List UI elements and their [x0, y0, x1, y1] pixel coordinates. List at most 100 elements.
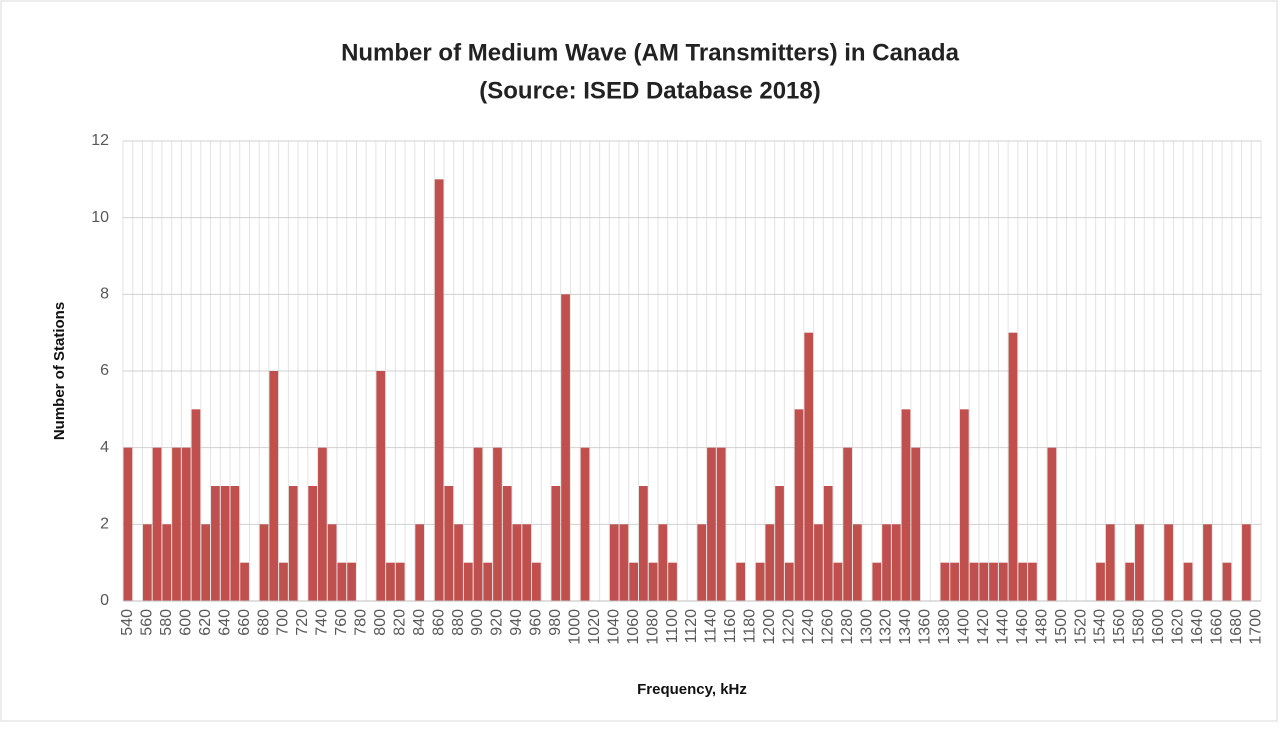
x-tick-label: 1500 — [1053, 609, 1070, 645]
bar — [969, 562, 979, 601]
bar — [1105, 524, 1115, 601]
bar — [911, 447, 921, 601]
bar — [823, 486, 833, 601]
bar — [434, 179, 444, 602]
bar — [386, 562, 395, 601]
bar — [882, 524, 891, 601]
bar — [950, 562, 959, 601]
x-tick-label: 1560 — [1111, 609, 1128, 645]
bar — [123, 447, 133, 601]
bar — [279, 562, 288, 601]
bar — [940, 562, 950, 601]
x-tick-label: 1460 — [1014, 609, 1031, 645]
bar — [658, 524, 668, 601]
x-tick-label: 700 — [275, 609, 292, 636]
bar — [220, 486, 230, 601]
x-tick-label: 1320 — [878, 609, 895, 645]
bar — [1018, 562, 1028, 601]
bar — [833, 562, 843, 601]
x-tick-label: 1160 — [722, 609, 739, 644]
y-tick-label: 4 — [100, 439, 109, 456]
bar — [201, 524, 211, 601]
bar — [493, 447, 502, 601]
x-tick-label: 1140 — [703, 609, 720, 644]
bar — [522, 524, 532, 601]
x-tick-label: 1120 — [683, 609, 700, 644]
x-tick-label: 1620 — [1170, 609, 1187, 645]
x-tick-label: 980 — [547, 609, 564, 636]
bar — [473, 447, 483, 601]
x-tick-label: 1640 — [1189, 609, 1206, 645]
x-tick-label: 1300 — [858, 609, 875, 645]
x-tick-label: 960 — [528, 609, 545, 636]
bar — [172, 447, 181, 601]
x-tick-label: 1220 — [780, 609, 797, 645]
x-tick-label: 1080 — [644, 609, 661, 645]
bar — [1047, 447, 1057, 601]
bar — [852, 524, 862, 601]
x-tick-label: 900 — [469, 609, 486, 636]
bar — [1096, 562, 1105, 601]
bar — [415, 524, 425, 601]
x-tick-label: 1680 — [1228, 609, 1245, 645]
bar — [551, 486, 561, 601]
bar — [152, 447, 162, 601]
x-tick-label: 560 — [139, 609, 156, 636]
y-tick-label: 6 — [100, 362, 109, 379]
bar — [463, 562, 473, 601]
y-tick-label: 12 — [91, 132, 109, 149]
bar — [230, 486, 240, 601]
x-tick-label: 760 — [333, 609, 350, 636]
x-tick-label: 1260 — [819, 609, 836, 645]
bar — [775, 486, 784, 601]
x-tick-label: 1540 — [1092, 609, 1109, 645]
bar — [532, 562, 541, 601]
x-tick-label: 1520 — [1072, 609, 1089, 645]
x-tick-label: 720 — [294, 609, 311, 636]
x-tick-label: 920 — [489, 609, 506, 636]
x-tick-label: 1280 — [839, 609, 856, 645]
bar — [395, 562, 405, 601]
x-tick-label: 680 — [255, 609, 272, 636]
x-tick-label: 1100 — [664, 609, 681, 644]
bar — [755, 562, 765, 601]
bar — [891, 524, 901, 601]
chart-subtitle: (Source: ISED Database 2018) — [479, 77, 820, 104]
bar — [814, 524, 823, 601]
bar — [959, 409, 969, 601]
x-tick-label: 1240 — [800, 609, 817, 645]
bar — [843, 447, 852, 601]
y-tick-label: 0 — [100, 592, 109, 609]
x-tick-label: 1380 — [936, 609, 953, 645]
x-tick-label: 1700 — [1247, 609, 1264, 645]
x-tick-label: 740 — [314, 609, 331, 636]
bar — [629, 562, 639, 601]
bar — [784, 562, 794, 601]
bar — [989, 562, 998, 601]
x-tick-label: 1360 — [917, 609, 934, 645]
bar — [211, 486, 220, 601]
x-tick-label: 820 — [391, 609, 408, 636]
bar — [240, 562, 249, 601]
bar — [561, 294, 570, 601]
x-tick-label: 580 — [158, 609, 175, 636]
bar — [1242, 524, 1251, 601]
bar — [337, 562, 347, 601]
bar — [1203, 524, 1212, 601]
bar — [1125, 562, 1135, 601]
x-tick-label: 1040 — [605, 609, 622, 645]
x-tick-label: 1580 — [1131, 609, 1148, 645]
bar — [269, 371, 279, 601]
x-tick-label: 1200 — [761, 609, 778, 645]
x-tick-label: 940 — [508, 609, 525, 636]
x-tick-label: 1600 — [1150, 609, 1167, 645]
bar — [716, 447, 726, 601]
y-tick-label: 2 — [100, 516, 109, 533]
x-axis-label: Frequency, kHz — [637, 681, 747, 698]
chart-title: Number of Medium Wave (AM Transmitters) … — [341, 39, 960, 66]
bar — [162, 524, 172, 601]
x-tick-label: 1420 — [975, 609, 992, 645]
bar — [444, 486, 454, 601]
y-tick-label: 8 — [100, 286, 109, 303]
